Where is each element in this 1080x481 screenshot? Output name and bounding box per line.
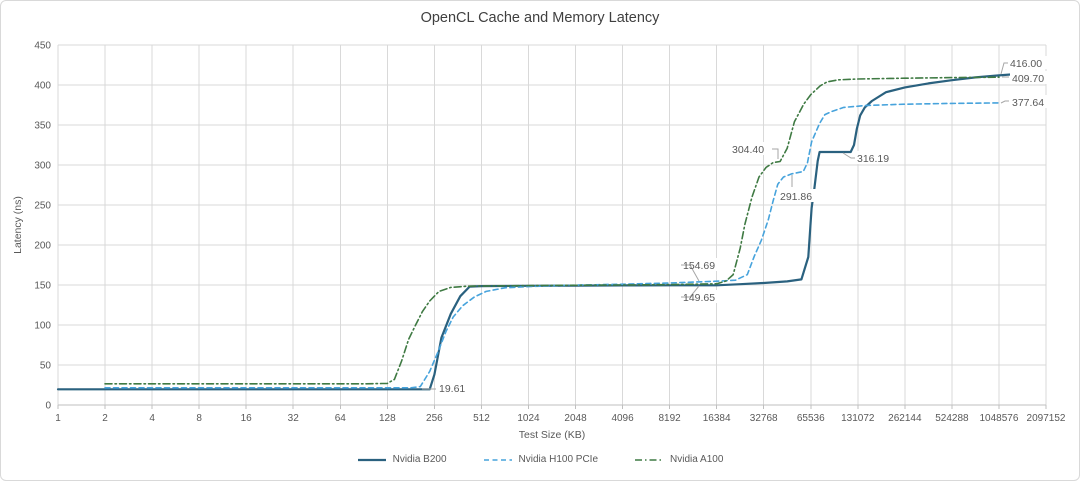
x-tick-label: 524288 [935,413,969,424]
y-tick-label: 200 [34,241,51,252]
x-tick-label: 1048576 [979,413,1018,424]
series-line-nvidia-h100-pcie [104,102,1000,389]
tick-labels: 1 2 4 8 16 32 64 128 256 512 1024 2048 4096 8192 16384… [34,41,1066,425]
data-label-bg [681,258,721,271]
data-label-bg [1010,71,1050,84]
x-tick-label: 32768 [750,413,778,424]
y-tick-label: 350 [34,121,51,132]
legend-line-sample-b200 [357,458,386,461]
data-label-leader [681,264,700,282]
data-label-bg [730,142,770,155]
x-tick-label: 65536 [797,413,825,424]
data-label-leader [842,152,855,159]
y-tick-label: 450 [34,41,51,52]
x-tick-label: 1024 [517,413,540,424]
legend-label: Nvidia B200 [392,454,447,465]
chart-legend: Nvidia B200 Nvidia H100 PCIe Nvidia A100 [1,454,1079,465]
data-label: 154.69 [683,260,715,272]
x-tick-label: 64 [335,413,347,424]
data-label-bg [437,381,471,394]
series-line-nvidia-b200 [56,71,1048,391]
y-tick-label: 0 [45,401,51,412]
x-tick-label: 256 [426,413,443,424]
x-tick-label: 128 [379,413,396,424]
x-tick-label: 4 [149,413,155,424]
legend-line-sample-a100 [635,458,664,461]
x-tick-label: 32 [288,413,300,424]
data-label-leader [681,285,700,298]
y-axis-title: Latency (ns) [12,196,24,254]
gridlines [57,44,1047,405]
data-label-bg [855,151,895,164]
x-tick-label: 2 [102,413,108,424]
data-label-bg [778,189,818,202]
x-tick-label: 2048 [564,413,587,424]
x-tick-label: 262144 [888,413,922,424]
y-tick-label: 250 [34,201,51,212]
x-tick-label: 8192 [658,413,681,424]
x-tick-label: 16 [241,413,253,424]
data-label: 416.00 [1010,58,1042,70]
data-label-bg [1010,95,1050,108]
data-label: 316.19 [857,153,889,165]
x-axis [57,404,1047,409]
data-label: 149.65 [683,292,715,304]
legend-item-nvidia-b200: Nvidia B200 [357,454,447,465]
legend-label: Nvidia A100 [670,454,724,465]
y-tick-label: 400 [34,81,51,92]
data-labels: 19.61 154.69 149.65 304.40 291.86 316.19 416.0… [422,56,1050,395]
series-line-nvidia-a100 [104,76,1000,385]
legend-line-sample-h100 [483,458,512,461]
x-tick-label: 2097152 [1027,413,1066,424]
x-tick-label: 1 [55,413,61,424]
data-label-leader [1000,100,1009,104]
data-label-bg [681,290,721,303]
series-lines [56,71,1048,391]
x-tick-label: 8 [196,413,202,424]
data-label-bg [1008,56,1048,69]
x-tick-label: 4096 [611,413,634,424]
legend-item-nvidia-a100: Nvidia A100 [634,454,723,465]
x-tick-label: 16384 [703,413,731,424]
legend-item-nvidia-h100-pcie: Nvidia H100 PCIe [483,454,598,465]
data-label-leader [772,148,779,159]
x-tick-label: 512 [473,413,490,424]
chart-title: OpenCL Cache and Memory Latency [420,10,660,26]
x-tick-label: 131072 [841,413,875,424]
data-label: 19.61 [439,383,465,395]
y-tick-label: 50 [40,361,52,372]
data-label: 304.40 [732,144,764,156]
x-axis-title: Test Size (KB) [519,429,586,441]
y-tick-label: 300 [34,161,51,172]
y-tick-label: 100 [34,321,51,332]
data-label-leader [1000,62,1008,75]
data-label: 377.64 [1012,97,1044,109]
data-label: 409.70 [1012,73,1044,85]
y-tick-label: 150 [34,281,51,292]
legend-label: Nvidia H100 PCIe [518,454,599,465]
data-label: 291.86 [780,191,812,203]
